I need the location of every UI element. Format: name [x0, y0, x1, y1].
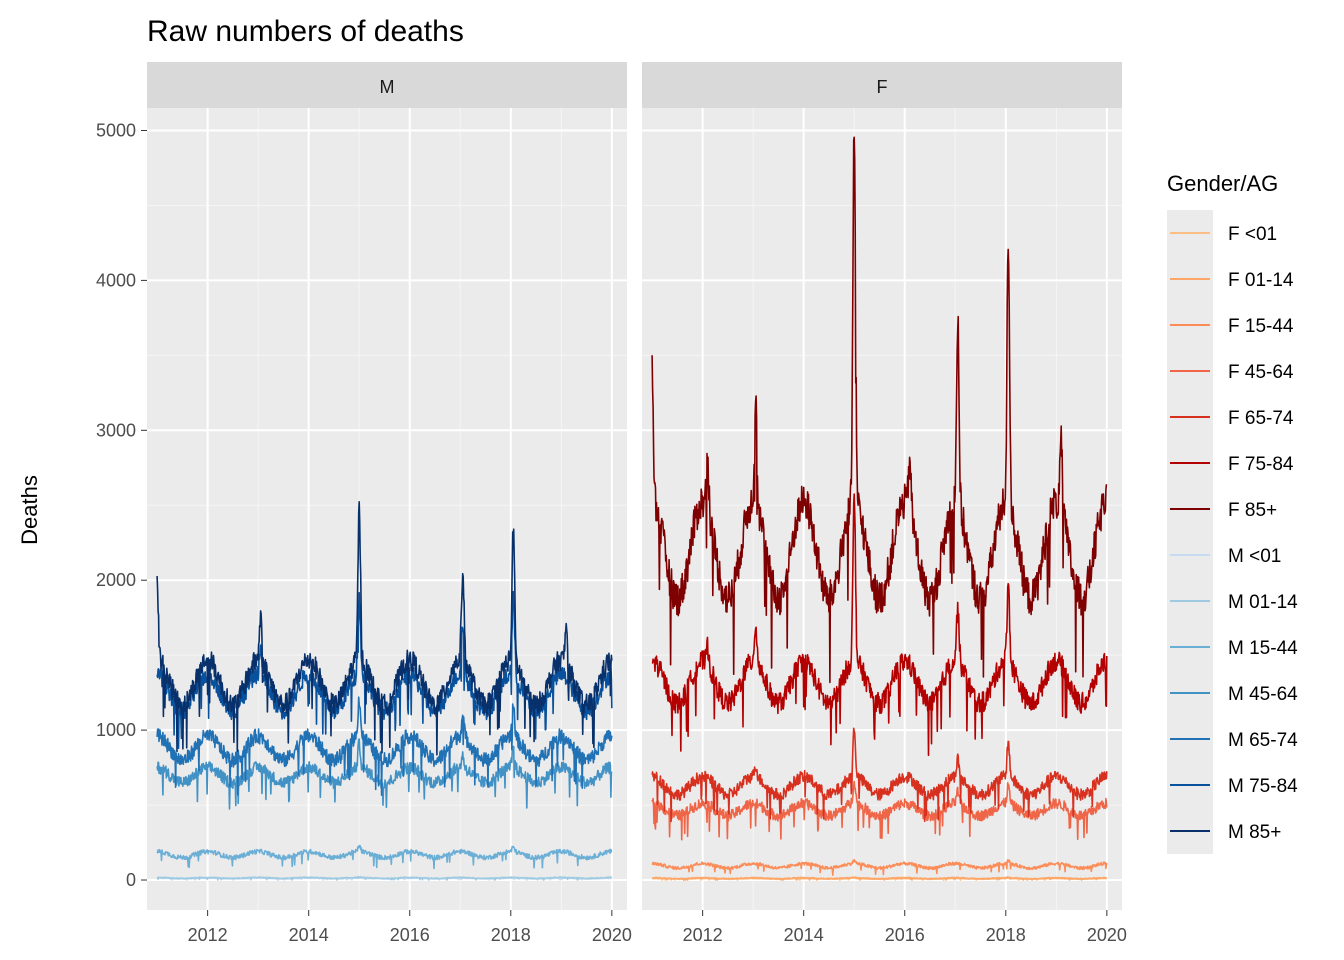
x-tick-label: 2020: [1087, 925, 1127, 945]
legend-label: F 15-44: [1228, 316, 1294, 337]
legend-label: M 15-44: [1228, 638, 1298, 659]
y-tick-label: 2000: [96, 570, 136, 590]
x-tick-label: 2018: [986, 925, 1026, 945]
legend-item: F 75-84: [1170, 454, 1294, 475]
x-tick-label: 2018: [491, 925, 531, 945]
legend-label: M 75-84: [1228, 776, 1298, 797]
legend-title: Gender/AG: [1167, 171, 1278, 196]
x-tick-label: 2014: [289, 925, 329, 945]
legend-label: M 85+: [1228, 822, 1281, 843]
x-tick-label: 2014: [784, 925, 824, 945]
legend-item: F 85+: [1170, 500, 1277, 521]
legend-item: M <01: [1170, 546, 1281, 567]
facet-strip: [642, 62, 1122, 108]
legend-item: F 45-64: [1170, 362, 1294, 383]
y-tick-label: 0: [126, 870, 136, 890]
x-tick-label: 2016: [885, 925, 925, 945]
series-line: [156, 696, 613, 797]
y-tick-label: 5000: [96, 120, 136, 140]
legend-label: M 65-74: [1228, 730, 1298, 751]
legend-label: F 85+: [1228, 500, 1277, 521]
legend-item: F 01-14: [1170, 270, 1294, 291]
legend-item: F 15-44: [1170, 316, 1294, 337]
series-line: [651, 858, 1108, 877]
legend-label: M 01-14: [1228, 592, 1298, 613]
series-line: [651, 727, 1108, 823]
legend-item: F 65-74: [1170, 408, 1294, 429]
series-line: [156, 844, 613, 870]
legend-label: M 45-64: [1228, 684, 1298, 705]
legend-label: M <01: [1228, 546, 1281, 567]
facet-strip-label: M: [380, 77, 395, 97]
series-line: [651, 493, 1108, 757]
x-tick-label: 2016: [390, 925, 430, 945]
x-tick-label: 2020: [592, 925, 632, 945]
legend-item: M 75-84: [1170, 776, 1298, 797]
y-tick-label: 4000: [96, 270, 136, 290]
y-tick-label: 1000: [96, 720, 136, 740]
series-line: [156, 875, 613, 881]
y-axis-label: Deaths: [17, 475, 42, 545]
series-line: [156, 500, 613, 756]
x-tick-label: 2012: [683, 925, 723, 945]
facet-panel-M: M 2012 2014 2016 2018 2020: [147, 62, 632, 945]
legend-label: F 75-84: [1228, 454, 1294, 475]
legend-item: M 85+: [1170, 822, 1281, 843]
legend-label: F 65-74: [1228, 408, 1294, 429]
panel-background: [642, 108, 1122, 910]
facet-strip: [147, 62, 627, 108]
x-tick-label: 2012: [188, 925, 228, 945]
chart-title: Raw numbers of deaths: [147, 15, 464, 48]
legend-label: F 45-64: [1228, 362, 1294, 383]
legend-item: F <01: [1170, 224, 1277, 245]
series-line: [651, 136, 1108, 684]
legend-item: M 65-74: [1170, 730, 1298, 751]
legend: Gender/AG F <01 F 01-14 F 15-44 F 45-64 F 65-…: [1167, 171, 1298, 854]
facet-panel-F: F 2012 2014 2016 2018 2020: [642, 62, 1127, 945]
series-line: [651, 780, 1108, 841]
series-line: [651, 876, 1108, 881]
facet-panels: 0 1000 2000 3000 4000 5000 M 2012 2014 2016 2018 20…: [96, 62, 1127, 945]
legend-item: M 15-44: [1170, 638, 1298, 659]
legend-item: M 01-14: [1170, 592, 1298, 613]
legend-label: F 01-14: [1228, 270, 1294, 291]
facet-strip-label: F: [877, 77, 888, 97]
legend-key-background: [1167, 210, 1213, 854]
legend-item: M 45-64: [1170, 684, 1298, 705]
legend-label: F <01: [1228, 224, 1277, 245]
y-tick-label: 3000: [96, 420, 136, 440]
